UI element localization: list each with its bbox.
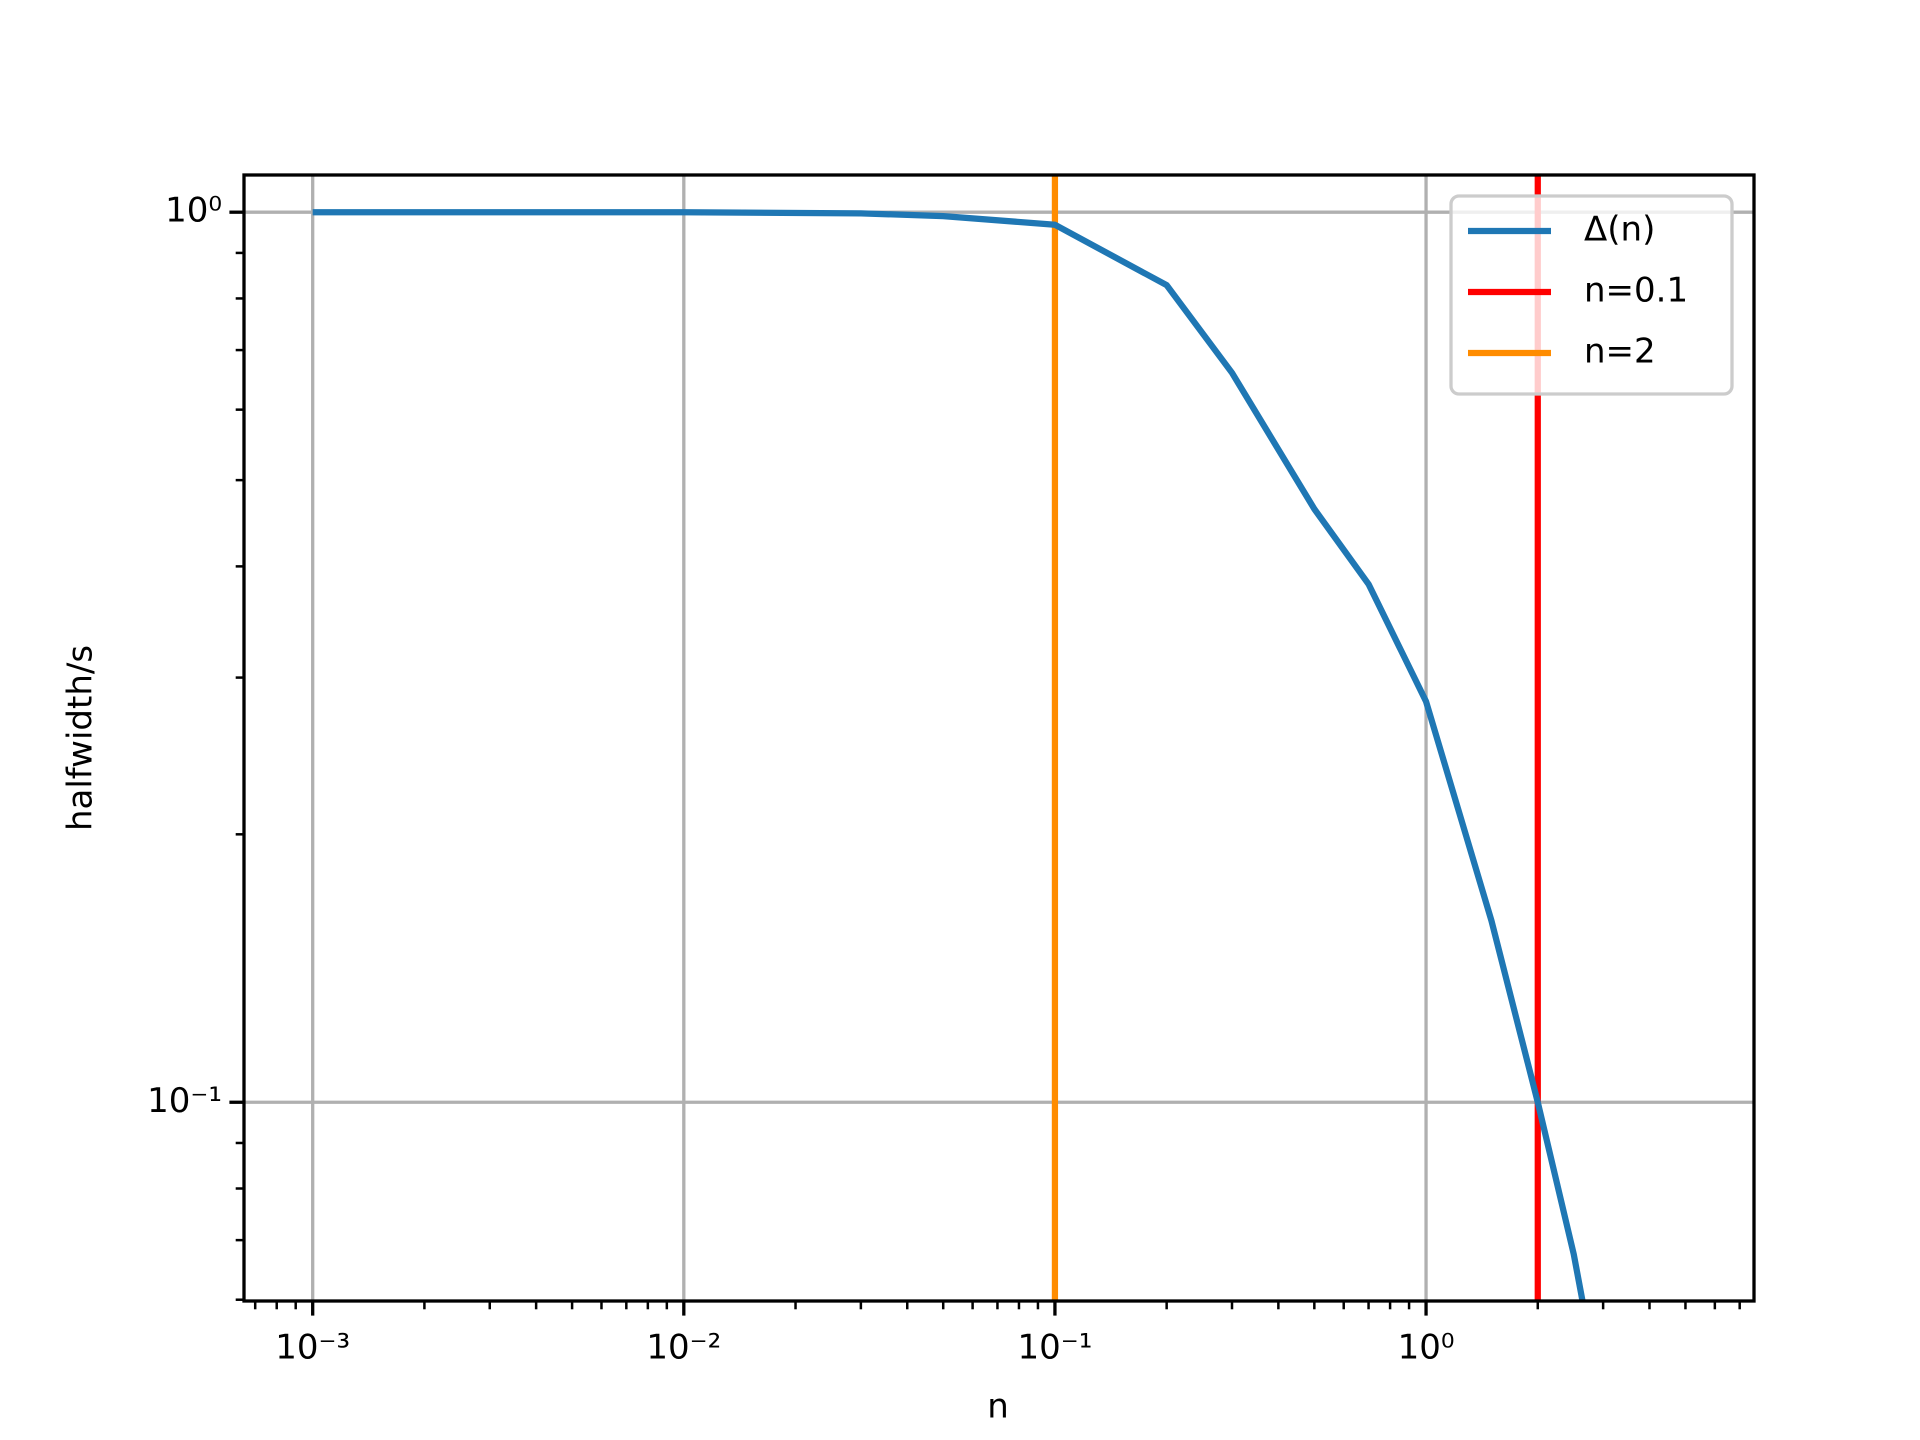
plot-area <box>312 175 1586 1301</box>
x-tick-label: 10⁰ <box>1398 1328 1455 1368</box>
x-tick-label: 10⁻¹ <box>1018 1328 1093 1368</box>
x-tick-label: 10⁻³ <box>275 1328 350 1368</box>
legend-box <box>1449 194 1734 396</box>
data-line <box>312 209 1586 1301</box>
x-tick-label: 10⁻² <box>646 1328 721 1368</box>
y-tick-label: 10⁻¹ <box>147 1081 222 1121</box>
legend-label: n=2 <box>1584 332 1656 372</box>
axes-frame <box>242 173 1756 1303</box>
legend-label: Δ(n) <box>1584 210 1655 250</box>
y-tick-label: 10⁰ <box>165 191 222 231</box>
x-axis-label: n <box>987 1387 1009 1427</box>
legend-label: n=0.1 <box>1584 271 1688 311</box>
y-axis-label: halfwidth/s <box>61 645 101 831</box>
